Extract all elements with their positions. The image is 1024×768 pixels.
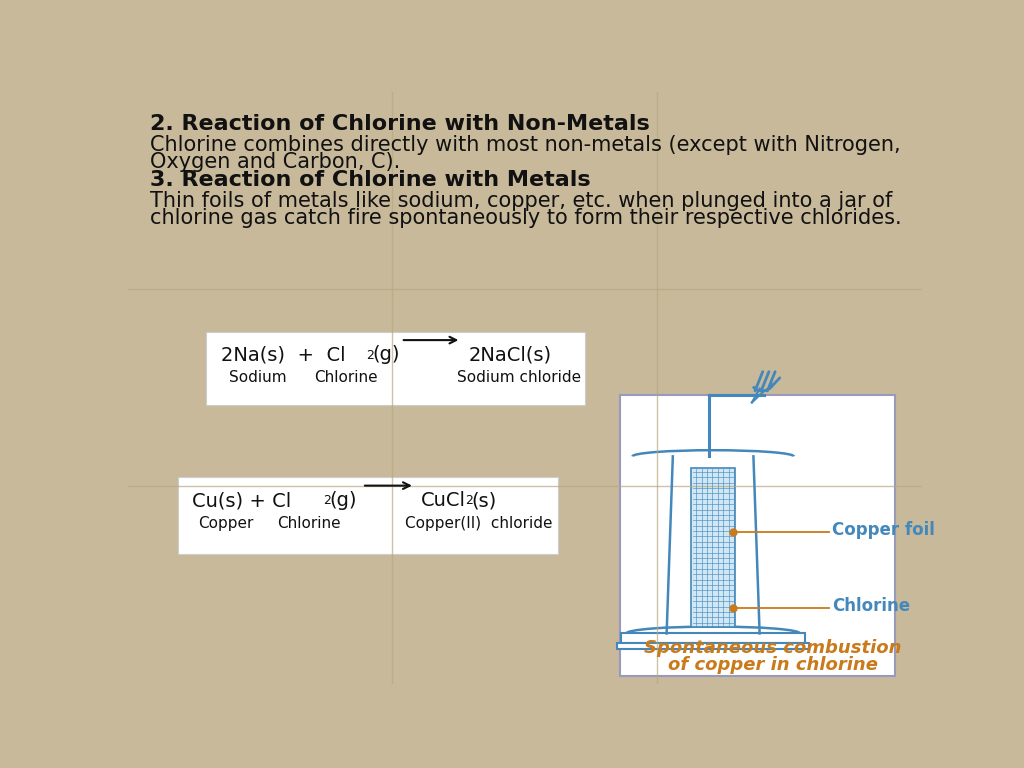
Text: 3. Reaction of Chlorine with Metals: 3. Reaction of Chlorine with Metals xyxy=(150,170,590,190)
Bar xyxy=(621,395,895,676)
Text: (g): (g) xyxy=(330,491,357,510)
Text: Sodium: Sodium xyxy=(228,370,287,385)
Text: Sodium chloride: Sodium chloride xyxy=(458,370,582,385)
Text: (g): (g) xyxy=(372,346,399,365)
Text: of copper in chlorine: of copper in chlorine xyxy=(669,656,879,674)
Text: Copper(II)  chloride: Copper(II) chloride xyxy=(406,515,553,531)
Text: chlorine gas catch fire spontaneously to form their respective chlorides.: chlorine gas catch fire spontaneously to… xyxy=(150,208,901,228)
Text: Copper: Copper xyxy=(198,515,253,531)
Text: Chlorine: Chlorine xyxy=(276,515,340,531)
Text: Thin foils of metals like sodium, copper, etc. when plunged into a jar of: Thin foils of metals like sodium, copper… xyxy=(150,190,892,210)
Text: 2Na(s)  +  Cl: 2Na(s) + Cl xyxy=(221,346,346,365)
Text: 2NaCl(s): 2NaCl(s) xyxy=(469,346,552,365)
Text: CuCl: CuCl xyxy=(421,491,466,510)
Text: Oxygen and Carbon, C).: Oxygen and Carbon, C). xyxy=(150,152,400,172)
Text: Chlorine: Chlorine xyxy=(314,370,378,385)
Text: Spontaneous combustion: Spontaneous combustion xyxy=(644,639,902,657)
Text: 2: 2 xyxy=(465,494,473,507)
Bar xyxy=(691,468,735,627)
Bar xyxy=(617,643,809,649)
Text: 2. Reaction of Chlorine with Non-Metals: 2. Reaction of Chlorine with Non-Metals xyxy=(150,114,649,134)
Bar xyxy=(206,332,586,405)
Text: Chlorine combines directly with most non-metals (except with Nitrogen,: Chlorine combines directly with most non… xyxy=(150,134,900,154)
Text: (s): (s) xyxy=(471,491,497,510)
Text: 2: 2 xyxy=(366,349,374,362)
Text: Cu(s) + Cl: Cu(s) + Cl xyxy=(191,491,291,510)
Ellipse shape xyxy=(627,627,800,641)
Bar xyxy=(178,477,558,554)
Bar xyxy=(621,634,805,643)
Text: Chlorine: Chlorine xyxy=(833,597,910,614)
Text: 2: 2 xyxy=(324,494,331,507)
Text: Copper foil: Copper foil xyxy=(833,521,935,539)
